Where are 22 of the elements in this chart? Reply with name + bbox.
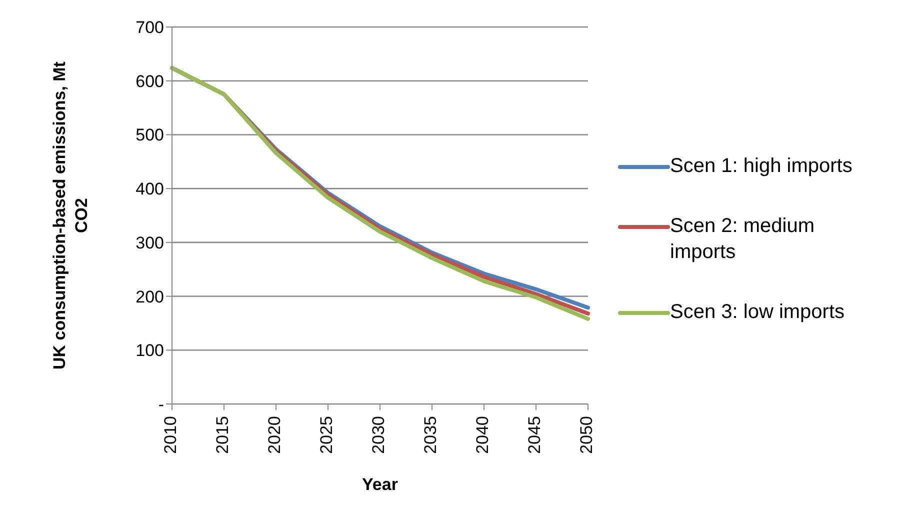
x-tick-label: 2010 <box>161 416 180 454</box>
x-tick-label: 2015 <box>213 416 232 454</box>
x-tick-label: 2030 <box>369 416 388 454</box>
x-tick-label: 2045 <box>525 416 544 454</box>
y-tick-label: 200 <box>136 287 164 306</box>
x-tick-label: 2040 <box>473 416 492 454</box>
x-tick-label: 2025 <box>317 416 336 454</box>
x-tick-label: 2035 <box>421 416 440 454</box>
x-axis-title: Year <box>362 475 398 494</box>
x-tick-label: 2020 <box>265 416 284 454</box>
y-tick-label: 400 <box>136 180 164 199</box>
legend-label: Scen 1: high imports <box>670 154 852 179</box>
y-tick-label: - <box>158 395 164 414</box>
legend-label: Scen 3: low imports <box>670 300 845 325</box>
x-tick-label: 2050 <box>577 416 596 454</box>
y-tick-label: 300 <box>136 233 164 252</box>
y-tick-label: 700 <box>136 18 164 38</box>
y-tick-label: 500 <box>136 126 164 145</box>
y-axis-title: UK consumption-based emissions, Mt CO2 <box>50 61 91 370</box>
legend-label: Scen 2: medium imports <box>670 214 816 265</box>
y-tick-label: 600 <box>136 72 164 91</box>
y-tick-label: 100 <box>136 341 164 360</box>
